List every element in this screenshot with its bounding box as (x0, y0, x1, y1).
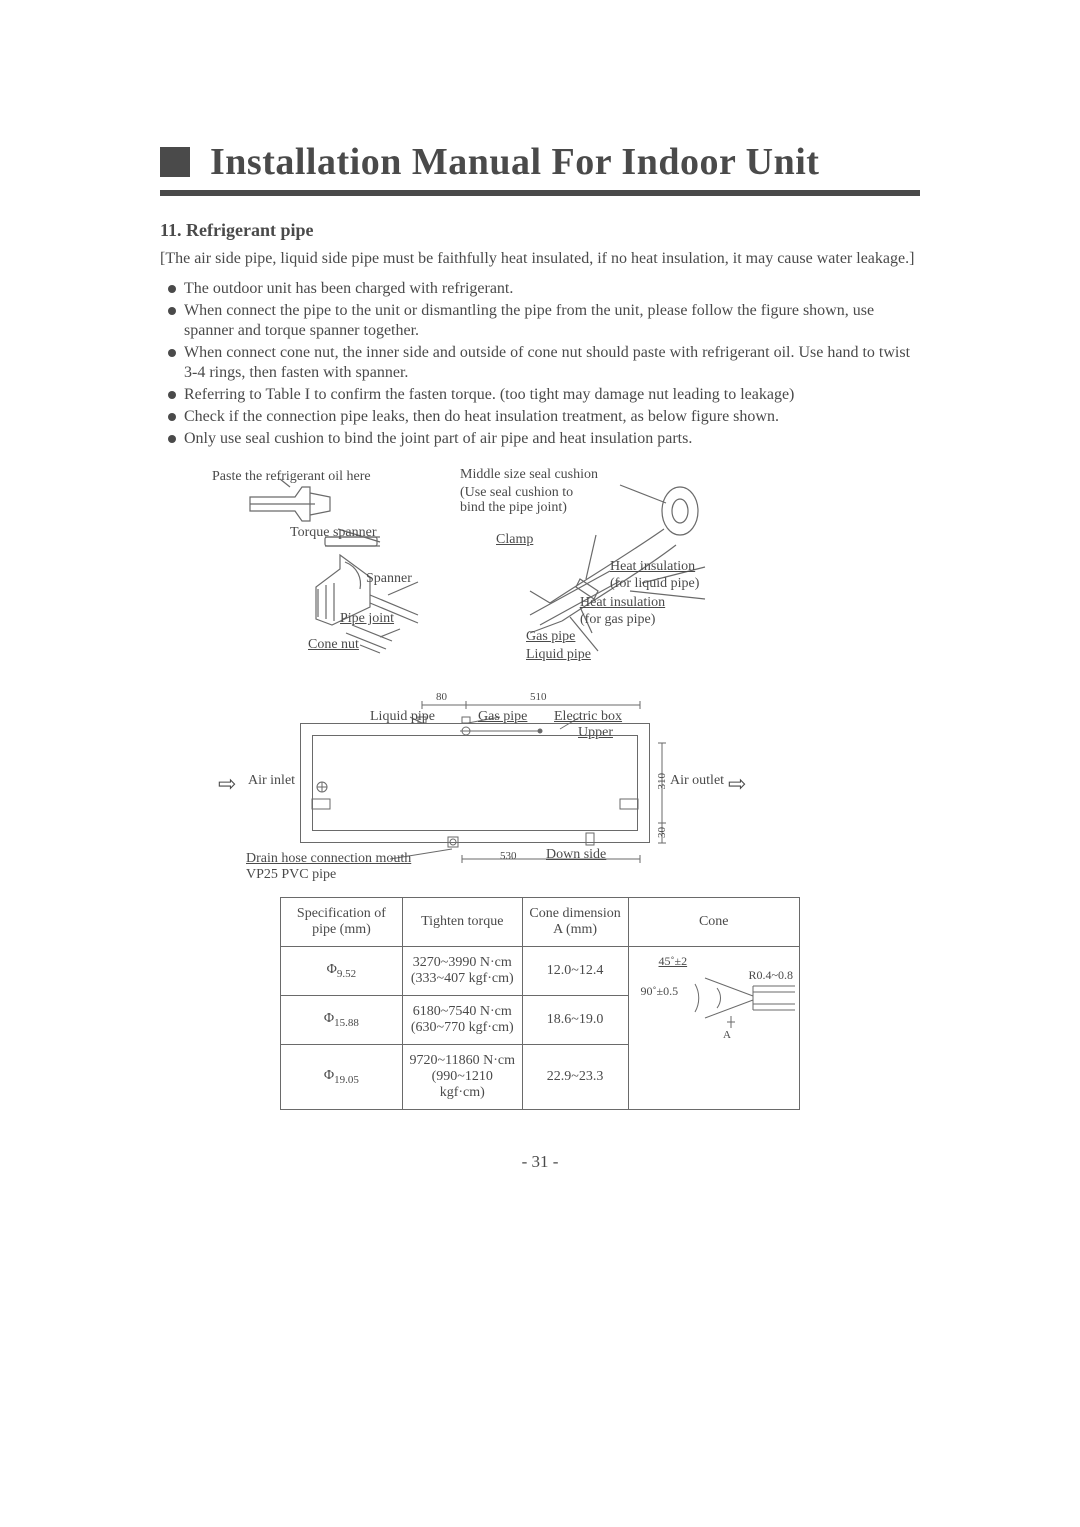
th-torque: Tighten torque (402, 898, 522, 947)
arrow-right-icon: ⇨ (728, 771, 746, 797)
arrow-right-icon: ⇨ (218, 771, 236, 797)
cell-torque: 3270~3990 N·cm (333~407 kgf·cm) (402, 947, 522, 996)
unit-diagram: Liquid pipe Gas pipe Electric box Upper … (200, 687, 760, 877)
label-drain: Drain hose connection mouth (246, 851, 411, 867)
label-spanner: Spanner (366, 571, 412, 587)
intro-note: [The air side pipe, liquid side pipe mus… (160, 249, 920, 269)
label-dim-530: 530 (500, 850, 517, 862)
cell-torque: 9720~11860 N·cm (990~1210 kgf·cm) (402, 1045, 522, 1110)
th-cone-dim: Cone dimension A (mm) (522, 898, 628, 947)
label-dim-510: 510 (530, 691, 547, 703)
table-header-row: Specification of pipe (mm) Tighten torqu… (281, 898, 800, 947)
label-vp25: VP25 PVC pipe (246, 867, 336, 883)
label-heat-gas-2: (for gas pipe) (580, 612, 655, 628)
label-cone-nut: Cone nut (308, 637, 359, 653)
label-pipe-joint: Pipe joint (340, 611, 394, 627)
svg-text:A: A (723, 1029, 731, 1041)
phi-val: 15.88 (334, 1017, 359, 1029)
label-air-inlet: Air inlet (248, 773, 295, 789)
page-content: Installation Manual For Indoor Unit 11. … (160, 140, 920, 1110)
cell-cone-diagram: A 45˚±2 90˚±0.5 R0.4~0.8 (628, 947, 799, 1110)
torque-table: Specification of pipe (mm) Tighten torqu… (280, 897, 800, 1110)
label-use-seal-1: (Use seal cushion to (460, 485, 573, 501)
bullet-list: The outdoor unit has been charged with r… (160, 279, 920, 449)
th-cone: Cone (628, 898, 799, 947)
label-heat-gas-1: Heat insulation (580, 595, 665, 611)
cell-torque: 6180~7540 N·cm (630~770 kgf·cm) (402, 996, 522, 1045)
title-row: Installation Manual For Indoor Unit (160, 140, 920, 184)
section-heading: 11. Refrigerant pipe (160, 220, 920, 241)
section-number: 11. (160, 220, 182, 240)
th-spec: Specification of pipe (mm) (281, 898, 403, 947)
heavy-rule (160, 190, 920, 196)
cone-r: R0.4~0.8 (749, 968, 794, 983)
cone-90: 90˚±0.5 (641, 984, 679, 999)
label-d2-liquid: Liquid pipe (370, 709, 435, 725)
bullet-item: Referring to Table I to confirm the fast… (160, 385, 920, 405)
label-dim-80: 80 (436, 691, 447, 703)
label-gas-pipe: Gas pipe (526, 629, 575, 645)
page-number: - 31 - (0, 1152, 1080, 1172)
label-d2-upper: Upper (578, 725, 613, 741)
label-middle-seal: Middle size seal cushion (460, 467, 598, 483)
cell-phi: Φ9.52 (281, 947, 403, 996)
bullet-item: When connect cone nut, the inner side an… (160, 343, 920, 383)
cone-45: 45˚±2 (659, 954, 688, 969)
label-clamp: Clamp (496, 532, 533, 548)
label-air-outlet: Air outlet (670, 773, 724, 789)
bullet-item: When connect the pipe to the unit or dis… (160, 301, 920, 341)
diagram-area: Paste the refrigerant oil here Torque sp… (160, 467, 920, 877)
torque-kgf: (990~1210 kgf·cm) (432, 1069, 493, 1100)
cell-a: 12.0~12.4 (522, 947, 628, 996)
torque-ncm: 6180~7540 N·cm (413, 1004, 512, 1019)
label-torque-spanner: Torque spanner (290, 525, 377, 541)
cell-a: 18.6~19.0 (522, 996, 628, 1045)
cell-phi: Φ15.88 (281, 996, 403, 1045)
cone-diagram: A 45˚±2 90˚±0.5 R0.4~0.8 (635, 958, 793, 1098)
label-dim-310: 310 (656, 773, 668, 790)
cell-a: 22.9~23.3 (522, 1045, 628, 1110)
section-title: Refrigerant pipe (186, 220, 313, 240)
label-paste-oil: Paste the refrigerant oil here (212, 469, 371, 485)
label-heat-liquid-1: Heat insulation (610, 559, 695, 575)
bullet-item: The outdoor unit has been charged with r… (160, 279, 920, 299)
cell-phi: Φ19.05 (281, 1045, 403, 1110)
phi-val: 9.52 (337, 968, 356, 980)
page-number-value: 31 (532, 1152, 549, 1171)
torque-kgf: (333~407 kgf·cm) (411, 971, 514, 986)
label-use-seal-2: bind the pipe joint) (460, 500, 567, 516)
torque-kgf: (630~770 kgf·cm) (411, 1020, 514, 1035)
phi-val: 19.05 (334, 1074, 359, 1086)
label-d2-gas: Gas pipe (478, 709, 527, 725)
label-d2-electric: Electric box (554, 709, 622, 725)
main-title: Installation Manual For Indoor Unit (210, 140, 819, 184)
table-row: Φ9.52 3270~3990 N·cm (333~407 kgf·cm) 12… (281, 947, 800, 996)
bullet-item: Check if the connection pipe leaks, then… (160, 407, 920, 427)
label-liquid-pipe: Liquid pipe (526, 647, 591, 663)
label-dim-30: 30 (656, 827, 668, 838)
label-heat-liquid-2: (for liquid pipe) (610, 576, 699, 592)
bullet-item: Only use seal cushion to bind the joint … (160, 429, 920, 449)
th-spec-text: Specification of pipe (mm) (297, 906, 386, 937)
title-square-icon (160, 147, 190, 177)
torque-ncm: 9720~11860 N·cm (410, 1053, 515, 1068)
torque-ncm: 3270~3990 N·cm (413, 955, 512, 970)
label-down-side: Down side (546, 847, 606, 863)
